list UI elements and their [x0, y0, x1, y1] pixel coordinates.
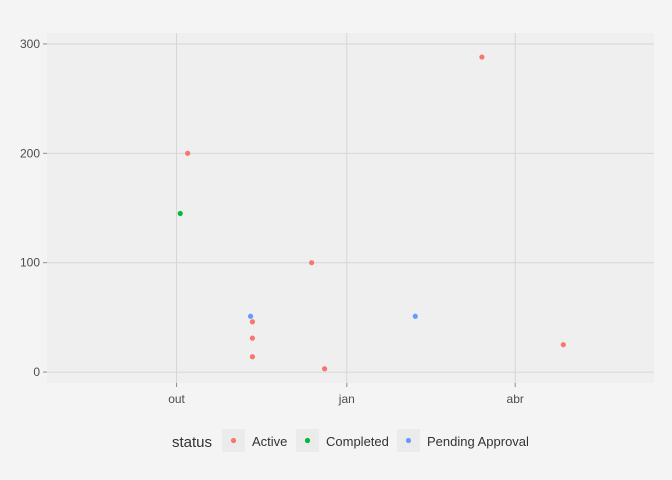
data-point: [185, 150, 191, 156]
legend-key-marker: [230, 437, 237, 444]
legend-label: Active: [252, 434, 287, 449]
x-tick-label: jan: [338, 392, 355, 406]
data-point: [412, 313, 418, 319]
data-point: [479, 54, 485, 60]
plot-panel: [47, 33, 654, 383]
legend-label: Completed: [326, 434, 389, 449]
data-point: [321, 366, 328, 372]
data-point: [177, 210, 183, 217]
legend-items: Active Completed Pending Approval: [222, 429, 529, 452]
grid-lines: [47, 33, 654, 383]
x-axis: out jan abr: [168, 383, 524, 406]
data-point: [249, 335, 256, 341]
legend-item: Completed: [296, 429, 389, 452]
y-tick-label: 100: [20, 256, 40, 270]
legend: status Active Completed Pending Approval: [172, 429, 529, 452]
y-tick-label: 0: [33, 365, 40, 379]
legend-label: Pending Approval: [427, 434, 529, 449]
x-tick-label: abr: [507, 392, 524, 406]
data-point: [249, 319, 256, 325]
legend-key-marker: [405, 437, 412, 444]
x-tick-label: out: [168, 392, 185, 406]
data-points: [177, 54, 566, 372]
y-tick-label: 300: [20, 37, 40, 51]
y-tick-label: 200: [20, 146, 40, 160]
series-active: [185, 54, 566, 372]
legend-title: status: [172, 434, 212, 451]
series-pending-approval: [247, 313, 418, 319]
data-point: [309, 260, 315, 266]
y-axis: 0 100 200 300: [20, 37, 47, 379]
legend-item: Active: [222, 429, 287, 452]
legend-item: Pending Approval: [397, 429, 529, 452]
data-point: [560, 342, 566, 348]
data-point: [247, 313, 254, 319]
series-completed: [177, 210, 183, 217]
data-point: [249, 354, 256, 360]
legend-key-marker: [304, 437, 311, 444]
